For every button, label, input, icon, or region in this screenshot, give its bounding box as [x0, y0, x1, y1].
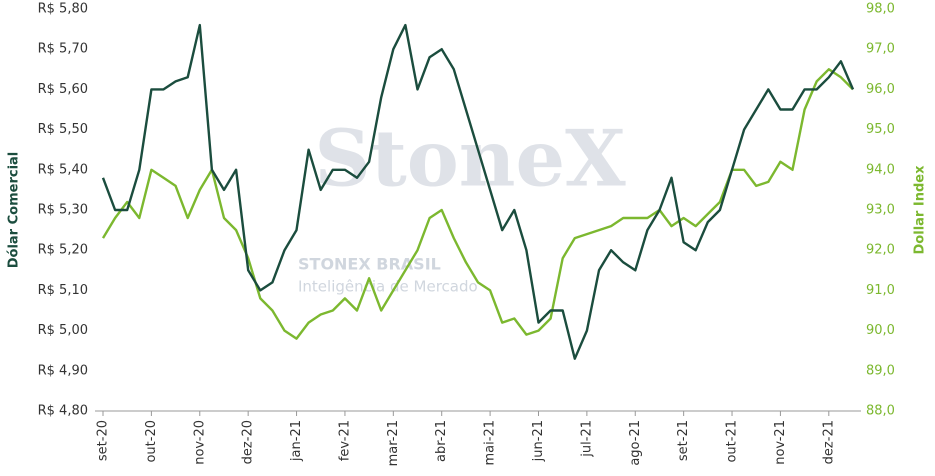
y-tick-label: R$ 5,30 [38, 203, 88, 218]
x-tick-label: out-20 [144, 420, 159, 463]
x-tick-label: jul-21 [579, 420, 594, 458]
y-tick-label: R$ 5,70 [38, 42, 88, 57]
watermark-company: STONEX BRASIL [298, 255, 441, 274]
x-tick-label: set-21 [676, 420, 691, 461]
x-tick-label: out-21 [725, 420, 740, 463]
y2-tick-label: 96,0 [866, 82, 895, 97]
x-tick-label: jan-21 [289, 420, 304, 462]
y2-tick-label: 90,0 [866, 323, 895, 338]
x-tick-label: nov-21 [773, 420, 788, 465]
y2-tick-label: 93,0 [866, 203, 895, 218]
y-tick-label: R$ 5,60 [38, 82, 88, 97]
y-tick-label: R$ 4,80 [38, 404, 88, 419]
y2-axis-title: Dollar Index [913, 165, 928, 255]
y2-tick-label: 95,0 [866, 122, 895, 137]
y-tick-label: R$ 5,00 [38, 323, 88, 338]
y-tick-label: R$ 5,10 [38, 283, 88, 298]
x-tick-label: jun-21 [531, 420, 546, 462]
y2-tick-label: 88,0 [866, 404, 895, 419]
x-tick-label: ago-21 [628, 420, 643, 466]
y-tick-label: R$ 5,50 [38, 122, 88, 137]
y-axis-title: Dólar Comercial [7, 152, 22, 269]
x-tick-label: mai-21 [483, 420, 498, 465]
y2-tick-label: 89,0 [866, 363, 895, 378]
y2-tick-label: 92,0 [866, 243, 895, 258]
watermark-tagline: Inteligência de Mercado [298, 278, 478, 296]
watermark-brand: StoneX [314, 114, 626, 205]
y-tick-label: R$ 5,20 [38, 243, 88, 258]
y2-tick-label: 97,0 [866, 42, 895, 57]
y2-tick-label: 98,0 [866, 2, 895, 17]
series-line [101, 23, 855, 360]
x-tick-label: abr-21 [434, 420, 449, 462]
x-tick-label: set-20 [96, 420, 111, 461]
x-tick-label: mar-21 [386, 420, 401, 466]
y-tick-label: R$ 4,90 [38, 363, 88, 378]
x-tick-label: nov-20 [192, 420, 207, 465]
y2-tick-label: 94,0 [866, 162, 895, 177]
y2-tick-label: 91,0 [866, 283, 895, 298]
x-tick-label: fev-21 [337, 420, 352, 461]
x-tick-label: dez-20 [241, 420, 256, 464]
x-tick-label: dez-21 [821, 420, 836, 464]
y-tick-label: R$ 5,40 [38, 162, 88, 177]
y-tick-label: R$ 5,80 [38, 2, 88, 17]
